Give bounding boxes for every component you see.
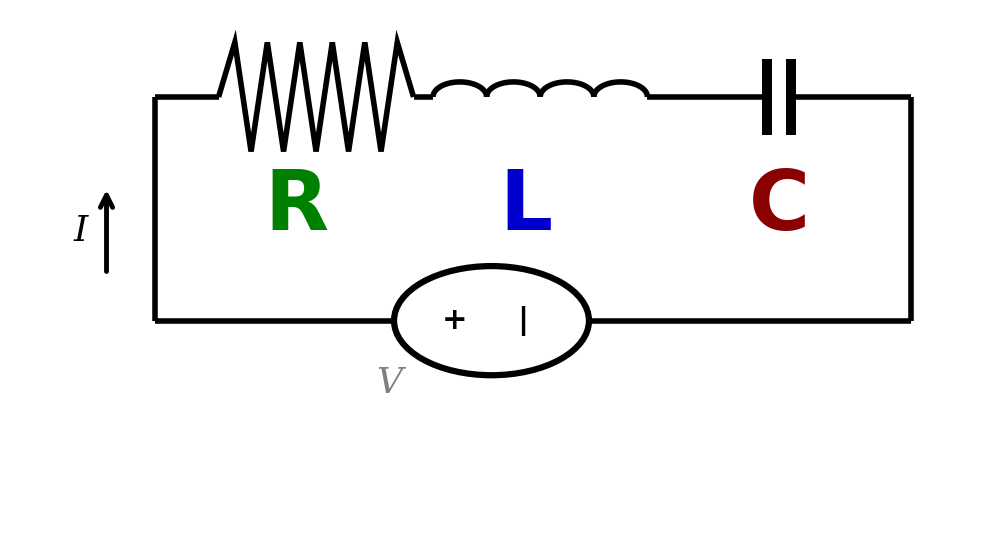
Text: R: R <box>264 166 328 247</box>
Text: |: | <box>517 306 528 336</box>
Text: +: + <box>441 306 467 335</box>
Text: V: V <box>376 366 402 401</box>
Text: C: C <box>748 166 810 247</box>
Text: I: I <box>73 214 87 248</box>
Text: L: L <box>499 166 552 247</box>
